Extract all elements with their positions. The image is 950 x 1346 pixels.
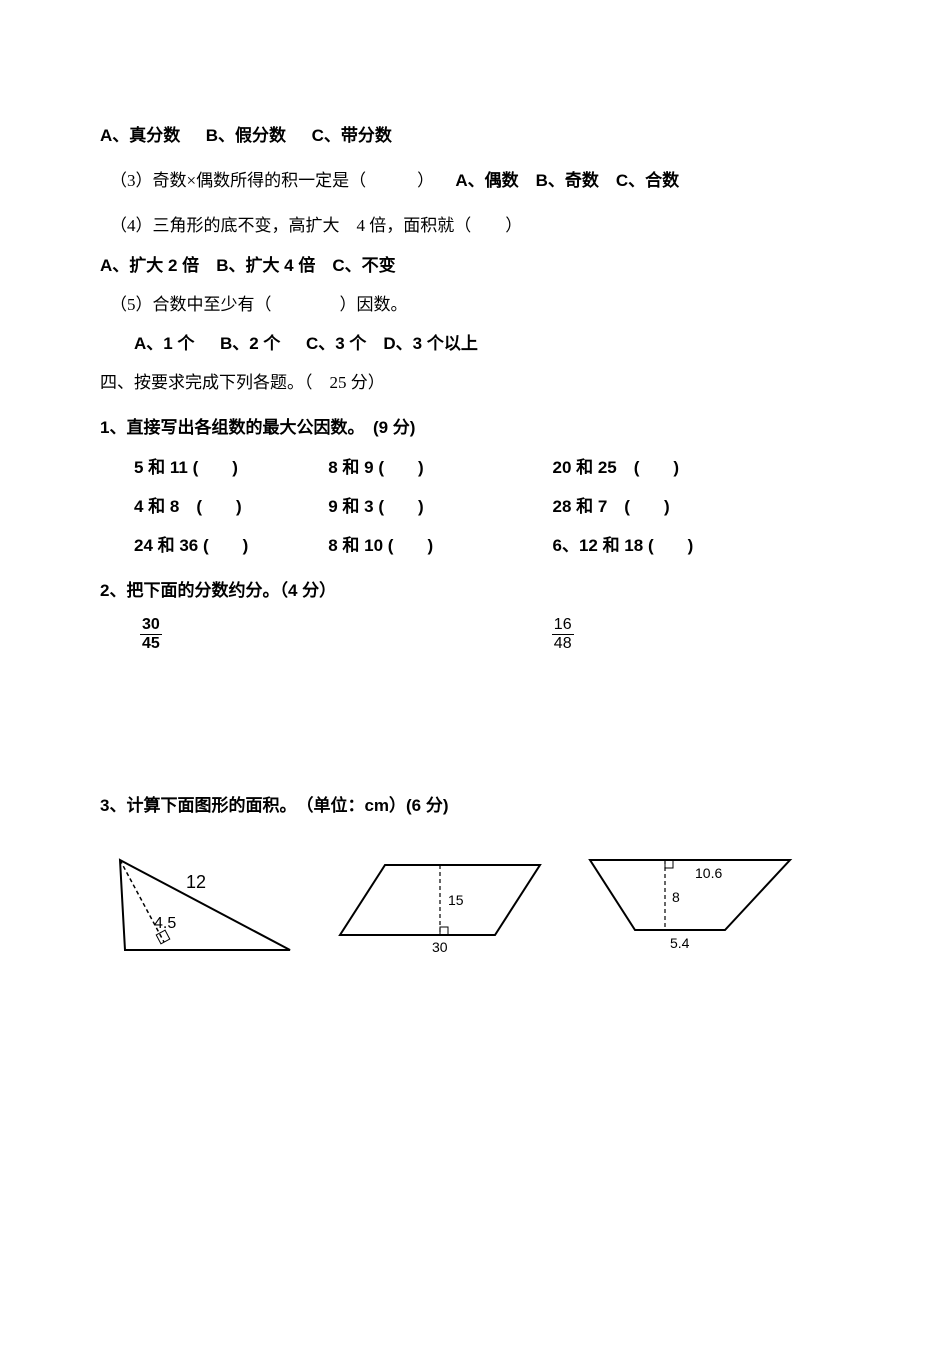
gcd-2-2: 9 和 3 ( )	[328, 493, 548, 520]
fraction-1-num: 30	[140, 616, 162, 635]
gcd-2-1: 4 和 8 ( )	[134, 493, 324, 520]
trap-label-height: 8	[672, 889, 680, 905]
gcd-row-2: 4 和 8 ( ) 9 和 3 ( ) 28 和 7 ( )	[134, 493, 850, 520]
para-label-height: 15	[448, 892, 464, 908]
gcd-3-3: 6、12 和 18 ( )	[553, 532, 694, 559]
q3-opt-c: C、合数	[616, 171, 679, 190]
q3-line: （3）奇数×偶数所得的积一定是（ ） A、偶数 B、奇数 C、合数	[100, 167, 850, 194]
q4-stem: （4）三角形的底不变，高扩大 4 倍，面积就（ ）	[100, 212, 850, 239]
q5-opt-c: C、3 个	[306, 334, 366, 353]
q2-opt-c: C、带分数	[312, 126, 392, 145]
fraction-2: 16 48	[552, 616, 574, 652]
tri-label-top: 12	[186, 872, 206, 892]
p1-title-text: 1、直接写出各组数的最大公因数。 (9 分)	[100, 418, 415, 437]
q4-opt-b: B、扩大 4 倍	[216, 256, 315, 275]
p2-title-text: 2、把下面的分数约分。（4 分）	[100, 581, 336, 600]
fraction-1: 30 45	[140, 616, 162, 652]
q2-opt-b: B、假分数	[206, 126, 286, 145]
gcd-1-1: 5 和 11 ( )	[134, 454, 324, 481]
gcd-1-2: 8 和 9 ( )	[328, 454, 548, 481]
p2-title: 2、把下面的分数约分。（4 分）	[100, 577, 850, 604]
q3-opt-a: A、偶数	[455, 171, 518, 190]
p1-title: 1、直接写出各组数的最大公因数。 (9 分)	[100, 414, 850, 441]
q5-stem: （5）合数中至少有（ ）因数。	[100, 291, 850, 318]
gcd-3-2: 8 和 10 ( )	[328, 532, 548, 559]
gcd-1-3: 20 和 25 ( )	[553, 454, 680, 481]
q4-opt-a: A、扩大 2 倍	[100, 256, 199, 275]
fraction-2-num: 16	[552, 616, 574, 635]
gcd-2-3: 28 和 7 ( )	[553, 493, 670, 520]
gcd-3-1: 24 和 36 ( )	[134, 532, 324, 559]
fraction-row: 30 45 16 48	[140, 616, 850, 652]
trap-label-top: 10.6	[695, 865, 722, 881]
q5-options: A、1 个 B、2 个 C、3 个 D、3 个以上	[100, 330, 850, 357]
gcd-row-3: 24 和 36 ( ) 8 和 10 ( ) 6、12 和 18 ( )	[134, 532, 850, 559]
q2-opt-a: A、真分数	[100, 126, 180, 145]
para-label-base: 30	[432, 939, 448, 955]
q5-opt-a: A、1 个	[134, 334, 194, 353]
q5-opt-b: B、2 个	[220, 334, 280, 353]
gcd-row-1: 5 和 11 ( ) 8 和 9 ( ) 20 和 25 ( )	[134, 454, 850, 481]
q4-options: A、扩大 2 倍 B、扩大 4 倍 C、不变	[100, 252, 850, 279]
p3-title-text: 3、计算下面图形的面积。 （单位：cm）(6 分)	[100, 796, 449, 815]
q5-opt-d: D、3 个以上	[383, 334, 477, 353]
figure-triangle: 12 4.5	[100, 850, 300, 968]
fraction-1-den: 45	[140, 635, 162, 653]
p3-title: 3、计算下面图形的面积。 （单位：cm）(6 分)	[100, 792, 850, 819]
tri-label-height: 4.5	[154, 915, 176, 932]
figure-trapezoid: 10.6 8 5.4	[580, 850, 800, 968]
figure-parallelogram: 15 30	[330, 850, 550, 968]
q2-options: A、真分数 B、假分数 C、带分数	[100, 122, 850, 149]
q3-opt-b: B、奇数	[536, 171, 599, 190]
trap-label-base: 5.4	[670, 935, 690, 951]
q4-opt-c: C、不变	[332, 256, 395, 275]
figures-row: 12 4.5 15 30 10.6 8 5.4	[100, 850, 850, 968]
section4-title: 四、按要求完成下列各题。（ 25 分）	[100, 369, 850, 396]
fraction-2-den: 48	[552, 635, 574, 653]
q3-stem: （3）奇数×偶数所得的积一定是（ ）	[110, 171, 434, 190]
